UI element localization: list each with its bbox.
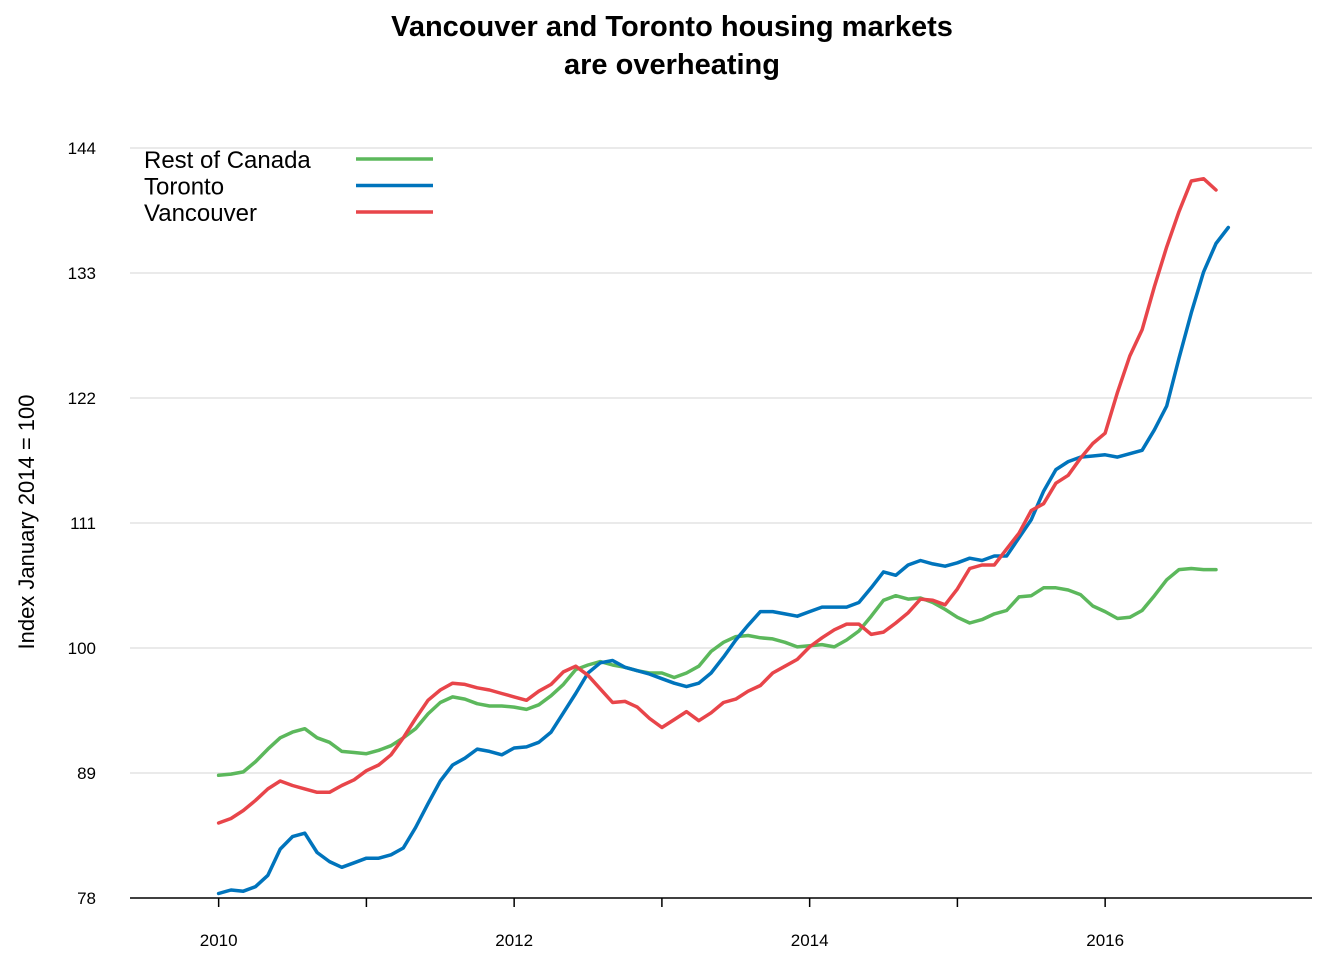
x-tick-label-2014: 2014	[791, 931, 829, 950]
y-tick-label-111: 111	[70, 514, 96, 533]
x-tick-label-2010: 2010	[200, 931, 238, 950]
chart-title-line-1: Vancouver and Toronto housing markets	[391, 11, 953, 43]
x-tick-label-2016: 2016	[1086, 931, 1124, 950]
x-tick-label-2012: 2012	[495, 931, 533, 950]
y-tick-label-78: 78	[77, 889, 96, 908]
legend-label-rest-of-canada: Rest of Canada	[144, 147, 311, 174]
legend-label-vancouver: Vancouver	[144, 200, 257, 227]
gridlines	[130, 147, 1312, 774]
y-tick-label-89: 89	[77, 764, 96, 783]
y-tick-label-100: 100	[68, 639, 96, 658]
series-line-toronto	[216, 225, 1231, 896]
chart-title-group: Vancouver and Toronto housing markets ar…	[391, 11, 953, 81]
x-axis: 2010 2012 2014 2016	[130, 897, 1312, 950]
y-tick-label-122: 122	[68, 389, 96, 408]
y-axis-ticks: 78 89 100 111 122 133 144	[68, 139, 96, 908]
legend-label-toronto: Toronto	[144, 174, 224, 201]
series-line-vancouver	[216, 176, 1218, 825]
series-line-rest-of-canada	[216, 566, 1218, 778]
y-tick-label-144: 144	[68, 139, 96, 158]
series-lines	[216, 176, 1231, 896]
y-axis-label: Index January 2014 = 100	[14, 394, 39, 649]
chart-title-line-2: are overheating	[564, 49, 780, 81]
y-tick-label-133: 133	[68, 264, 96, 283]
